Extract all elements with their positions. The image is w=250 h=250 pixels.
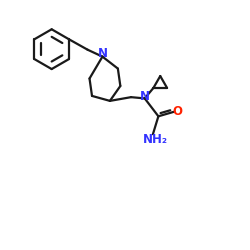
Text: N: N bbox=[140, 90, 150, 103]
Text: N: N bbox=[98, 47, 108, 60]
Text: NH₂: NH₂ bbox=[142, 133, 168, 146]
Text: O: O bbox=[172, 105, 182, 118]
